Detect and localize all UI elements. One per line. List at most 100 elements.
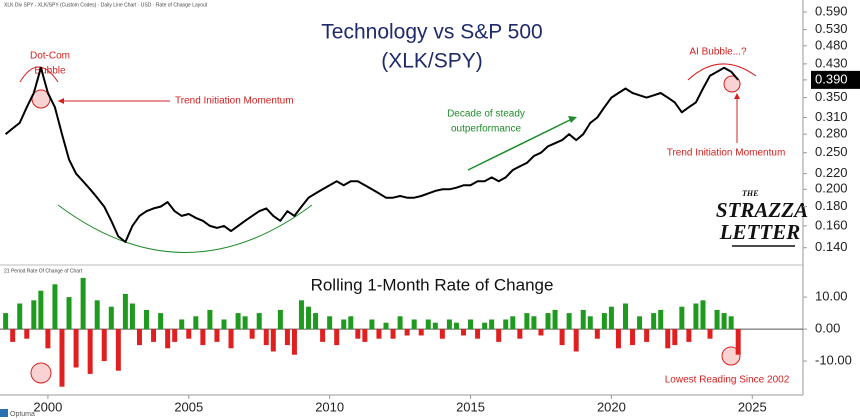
annotation-arrow	[467, 118, 573, 171]
chart-title: Technology vs S&P 500	[321, 21, 542, 44]
annotation: outperformance	[451, 124, 521, 135]
panel-label: 21 Period Rate Of Change of Chart	[4, 268, 83, 274]
x-tick-label: 2005	[174, 399, 203, 414]
roc-bar	[249, 329, 255, 339]
roc-bar	[228, 329, 234, 349]
roc-bar	[390, 329, 396, 339]
annotation-arc	[57, 204, 313, 253]
roc-bar	[298, 300, 304, 330]
roc-bar	[383, 322, 389, 330]
roc-bar	[630, 329, 636, 346]
roc-bar	[439, 329, 445, 339]
chart-subtitle: (XLK/SPY)	[381, 50, 483, 73]
roc-bar	[524, 313, 530, 330]
logo-text: THE	[742, 189, 758, 198]
roc-bar	[679, 306, 685, 330]
roc-bar	[52, 284, 58, 330]
roc-bar	[686, 329, 692, 342]
roc-bar	[594, 329, 600, 339]
roc-bar	[496, 329, 502, 342]
y-tick-label: 0.480	[815, 37, 848, 52]
roc-bar	[503, 319, 509, 330]
roc-bar	[144, 309, 150, 330]
roc-bar	[404, 329, 410, 336]
roc-bar	[242, 316, 248, 330]
annotation: AI Bubble...?	[689, 47, 747, 58]
annotation: Bubble	[34, 66, 66, 77]
roc-bar	[580, 309, 586, 330]
roc-bar	[327, 316, 333, 330]
roc-bar	[693, 303, 699, 330]
y-tick-label: 0.160	[815, 217, 848, 232]
roc-bar	[376, 329, 382, 339]
roc-bar	[313, 313, 319, 330]
roc-bar	[291, 329, 297, 355]
roc-bar	[369, 319, 375, 330]
y-tick-label: 0.310	[815, 109, 848, 124]
roc-bar	[651, 313, 657, 330]
roc-bar	[446, 319, 452, 330]
roc-bar	[214, 329, 220, 342]
roc-bar	[73, 329, 79, 368]
roc-bar	[207, 309, 213, 330]
roc-bar	[186, 329, 192, 339]
roc-bar	[193, 316, 199, 330]
roc-bar	[735, 329, 741, 355]
annotation: Dot-Com	[30, 51, 70, 62]
roc-bar	[432, 322, 438, 330]
roc-bar	[129, 303, 135, 330]
roc-bar	[38, 290, 44, 330]
roc-bar	[59, 329, 65, 387]
roc-bar	[453, 322, 459, 330]
x-tick-label: 2025	[738, 399, 767, 414]
roc-bar	[66, 297, 72, 330]
roc-bar	[165, 329, 171, 349]
roc-bar	[221, 319, 227, 330]
roc-bar	[658, 309, 664, 330]
roc-bar	[200, 329, 206, 346]
panel-title: Rolling 1-Month Rate of Change	[311, 275, 554, 294]
roc-bar	[601, 313, 607, 330]
roc-bar	[566, 313, 572, 330]
roc-bar	[460, 329, 466, 336]
x-tick-label: 2010	[315, 399, 344, 414]
logo-text: LETTER	[719, 220, 801, 244]
y-tick-label: 0.140	[815, 239, 848, 254]
roc-bar	[235, 313, 241, 330]
roc-bar	[348, 316, 354, 330]
roc-bar	[3, 313, 9, 330]
roc-bar	[306, 306, 312, 330]
highlight-circle	[721, 346, 741, 366]
roc-bar	[425, 319, 431, 330]
annotation-arc	[19, 66, 59, 83]
roc-bar	[587, 316, 593, 330]
footer-icon	[0, 409, 8, 417]
y-tick-label: 0.180	[815, 198, 848, 213]
roc-bar	[320, 329, 326, 342]
roc-bar	[411, 319, 417, 330]
roc-bar	[362, 329, 368, 342]
roc-bar	[17, 303, 23, 330]
roc-bar	[172, 329, 178, 342]
highlight-circle	[30, 362, 52, 384]
annotation: Lowest Reading Since 2002	[665, 375, 790, 386]
roc-bar	[179, 319, 185, 330]
roc-bar	[637, 316, 643, 330]
roc-bar	[510, 316, 516, 330]
arrow-head	[568, 116, 577, 123]
roc-bar	[270, 329, 276, 352]
annotation: Trend Initiation Momentum	[667, 148, 786, 159]
highlight-circle	[723, 75, 741, 93]
y-tick-label: 0.220	[815, 165, 848, 180]
y-tick-label: 0.280	[815, 126, 848, 141]
roc-bar	[468, 319, 474, 330]
roc-bar	[115, 329, 121, 371]
roc-bar	[482, 322, 488, 330]
roc-bar	[489, 319, 495, 330]
roc-bar	[10, 329, 16, 342]
roc-bar	[608, 306, 614, 330]
logo-text: STRAZZA	[716, 198, 808, 222]
roc-bar	[256, 313, 262, 330]
roc-bar	[700, 300, 706, 330]
